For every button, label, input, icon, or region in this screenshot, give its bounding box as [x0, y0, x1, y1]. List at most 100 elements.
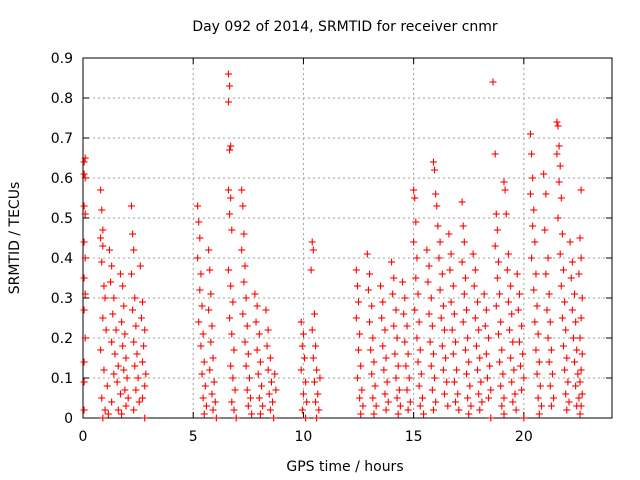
y-tick-label: 0.8: [51, 91, 73, 107]
data-point: [244, 350, 252, 358]
data-point: [444, 402, 452, 410]
data-point: [503, 266, 511, 274]
data-point: [368, 302, 376, 310]
data-point: [131, 294, 139, 302]
data-point: [390, 274, 398, 282]
data-point: [80, 238, 88, 246]
data-point: [111, 350, 119, 358]
data-point: [262, 306, 270, 314]
data-point: [494, 330, 502, 338]
data-point: [403, 322, 411, 330]
data-point: [416, 346, 424, 354]
data-point: [425, 262, 433, 270]
data-point: [568, 258, 576, 266]
data-point: [500, 410, 508, 418]
data-point: [427, 294, 435, 302]
data-point: [575, 394, 583, 402]
data-point: [554, 214, 562, 222]
data-point: [557, 194, 565, 202]
data-point: [438, 342, 446, 350]
data-point: [504, 298, 512, 306]
data-point: [358, 386, 366, 394]
data-point: [497, 318, 505, 326]
data-point: [108, 262, 116, 270]
data-point: [545, 358, 553, 366]
data-point: [359, 402, 367, 410]
data-point: [459, 318, 467, 326]
data-point: [258, 382, 266, 390]
data-point: [440, 326, 448, 334]
data-point: [271, 370, 279, 378]
data-point: [116, 390, 124, 398]
data-point: [101, 294, 109, 302]
data-point: [529, 222, 537, 230]
data-point: [353, 282, 361, 290]
data-point: [211, 398, 219, 406]
data-point: [482, 306, 490, 314]
axis-ticks: [82, 57, 612, 419]
y-tick-label: 0.9: [51, 51, 73, 67]
data-point: [121, 386, 129, 394]
data-point: [459, 222, 467, 230]
data-point: [507, 282, 515, 290]
data-point: [310, 310, 318, 318]
data-point: [141, 382, 149, 390]
data-point: [309, 354, 317, 362]
data-point: [436, 286, 444, 294]
data-point: [264, 366, 272, 374]
data-point: [405, 374, 413, 382]
data-point: [105, 246, 113, 254]
data-point: [577, 254, 585, 262]
data-point: [554, 122, 562, 130]
data-point: [428, 386, 436, 394]
data-point: [469, 250, 477, 258]
data-point: [98, 258, 106, 266]
data-point: [228, 330, 236, 338]
data-point: [553, 118, 561, 126]
y-tick-label: 0.5: [51, 211, 73, 227]
data-point: [252, 318, 260, 326]
data-point: [127, 202, 135, 210]
data-point: [316, 374, 324, 382]
data-point: [208, 390, 216, 398]
data-point: [366, 318, 374, 326]
data-point: [531, 238, 539, 246]
data-point: [227, 362, 235, 370]
data-point: [253, 346, 261, 354]
data-point: [520, 374, 528, 382]
data-point: [302, 378, 310, 386]
data-point: [418, 394, 426, 402]
data-point: [136, 262, 144, 270]
data-point: [542, 190, 550, 198]
data-point: [97, 186, 105, 194]
data-point: [437, 314, 445, 322]
data-point: [532, 346, 540, 354]
data-point: [416, 402, 424, 410]
data-point: [534, 330, 542, 338]
data-point: [558, 230, 566, 238]
data-point: [303, 398, 311, 406]
data-point: [238, 186, 246, 194]
data-point: [452, 338, 460, 346]
data-point: [394, 410, 402, 418]
data-point: [526, 130, 534, 138]
data-point: [460, 238, 468, 246]
data-point: [196, 286, 204, 294]
data-point: [578, 390, 586, 398]
data-point: [370, 410, 378, 418]
data-point: [515, 338, 523, 346]
data-point: [404, 406, 412, 414]
data-point: [121, 330, 129, 338]
data-point: [103, 382, 111, 390]
data-point: [248, 410, 256, 418]
data-point: [393, 394, 401, 402]
data-point: [578, 350, 586, 358]
data-point: [434, 222, 442, 230]
data-point: [355, 346, 363, 354]
data-point: [245, 374, 253, 382]
data-point: [546, 382, 554, 390]
data-point: [420, 410, 428, 418]
data-point: [108, 338, 116, 346]
data-point: [536, 382, 544, 390]
data-point: [242, 362, 250, 370]
